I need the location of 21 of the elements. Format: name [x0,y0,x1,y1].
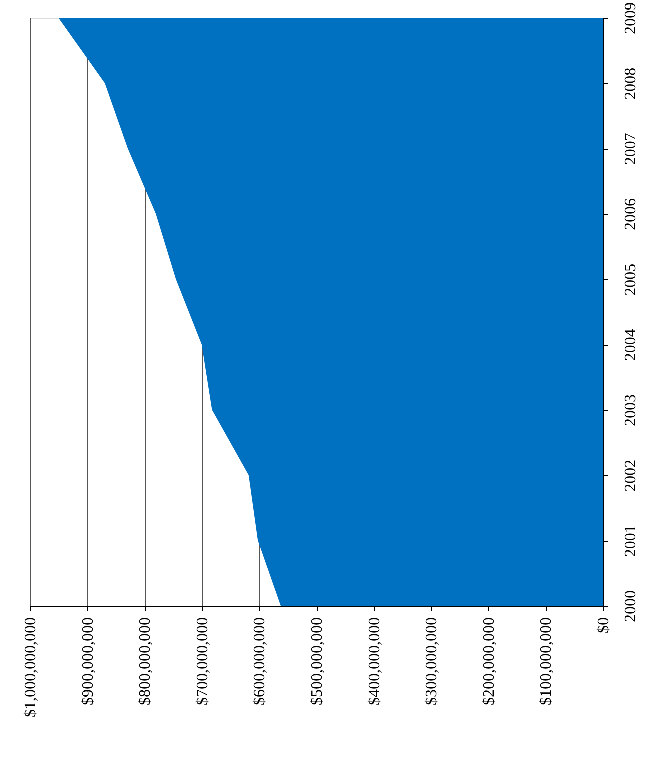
x-tick-label: $0 [596,618,612,634]
y-tick-label: 2006 [622,198,640,230]
y-tick-label: 2004 [622,329,640,362]
x-tick-label: $200,000,000 [480,618,498,706]
y-tick-label: 2005 [622,264,640,296]
y-tick-label: 2009 [622,2,640,34]
y-tick-label: 2000 [622,590,640,622]
y-tick-label: 2008 [622,68,640,100]
y-tick-label: 2007 [622,133,640,166]
x-tick-label: $300,000,000 [424,618,441,706]
y-tick-label: 2002 [622,460,640,492]
x-tick-label: $700,000,000 [194,618,212,706]
x-tick-label: $400,000,000 [366,618,384,706]
x-tick-label: $100,000,000 [538,618,556,706]
x-tick-label: $1,000,000,000 [22,618,40,718]
x-tick-label: $900,000,000 [80,618,97,706]
x-tick-label: $500,000,000 [309,618,326,706]
x-tick-label: $800,000,000 [137,618,154,706]
y-tick-label: 2003 [622,394,640,426]
y-tick-label: 2001 [622,525,640,558]
x-tick-label: $600,000,000 [252,618,269,706]
